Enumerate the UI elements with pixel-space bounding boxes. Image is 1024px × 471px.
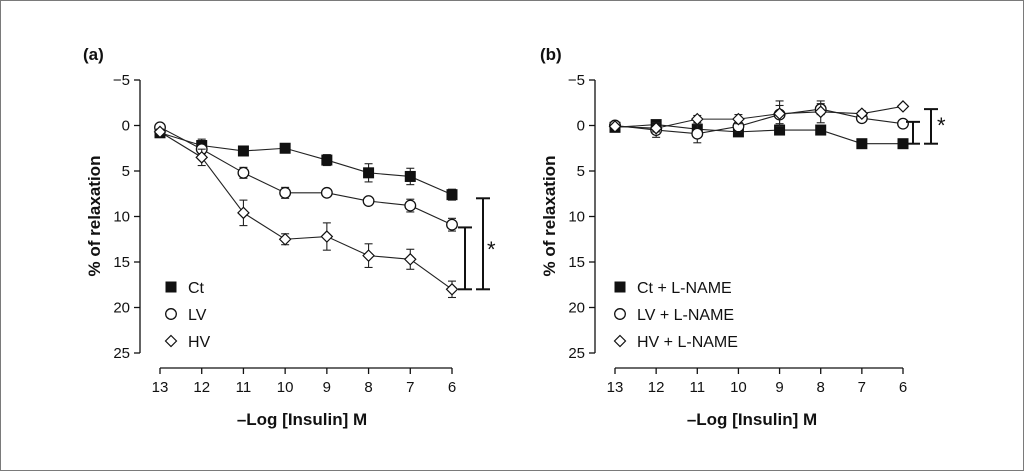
series-2	[608, 100, 910, 135]
data-point	[815, 124, 827, 136]
data-point	[446, 218, 458, 231]
data-point	[195, 151, 209, 164]
series-2	[153, 125, 459, 299]
x-tick-label: 8	[364, 379, 372, 396]
y-tick-label: 0	[577, 118, 585, 135]
data-point	[690, 112, 704, 126]
series-line	[614, 108, 904, 135]
data-point	[691, 127, 704, 140]
series-1	[154, 121, 458, 232]
legend-label: Ct	[188, 280, 205, 297]
legend-marker	[613, 334, 627, 348]
panel-a: (a) −5 0 5 10 15 20 25 % of relaxation 13 12 11 10 9 8…	[83, 45, 496, 429]
y-tick-label: 5	[122, 163, 130, 180]
x-tick-label: 10	[730, 379, 747, 396]
y-tick-label: 0	[122, 118, 130, 135]
data-point	[279, 186, 292, 199]
y-tick-label: 20	[113, 300, 130, 317]
data-point	[362, 195, 375, 207]
x-tick-label: 12	[648, 379, 665, 396]
y-axis-title: % of relaxation	[540, 156, 559, 277]
data-point	[773, 107, 786, 121]
data-point	[855, 107, 869, 121]
panel-label: (b)	[540, 45, 562, 64]
x-tick-label: 12	[193, 379, 210, 396]
data-point	[153, 125, 167, 139]
data-point	[856, 138, 868, 150]
legend: Ct + L-NAME LV + L-NAME HV + L-NAME	[613, 280, 738, 351]
x-tick-label: 9	[775, 379, 783, 396]
x-tick-label: 13	[152, 379, 169, 396]
y-tick-label: 25	[113, 345, 130, 362]
panel-label: (a)	[83, 45, 104, 64]
x-tick-label: 7	[858, 379, 866, 396]
legend-label: HV	[188, 334, 211, 351]
y-axis-title: % of relaxation	[85, 156, 104, 277]
x-tick-label: 11	[236, 379, 252, 396]
data-point	[897, 117, 909, 130]
data-point	[279, 142, 291, 154]
legend-marker	[614, 308, 626, 320]
significance-star: *	[487, 237, 496, 262]
data-point	[278, 232, 292, 246]
data-point	[649, 121, 663, 135]
data-point	[321, 154, 333, 166]
data-point	[237, 145, 249, 157]
legend-marker	[165, 308, 177, 320]
data-point	[237, 166, 250, 179]
x-axis-title: –Log [Insulin] M	[237, 410, 367, 429]
x-tick-label: 10	[277, 379, 294, 396]
series-line	[159, 131, 453, 290]
legend-label: Ct + L-NAME	[637, 280, 732, 297]
series-0	[154, 127, 458, 201]
x-tick-label: 6	[899, 379, 907, 396]
data-point	[320, 230, 334, 243]
data-point	[445, 282, 459, 296]
y-tick-label: 15	[113, 254, 130, 271]
y-tick-label: −5	[568, 72, 585, 89]
y-tick-label: −5	[113, 72, 130, 89]
y-tick-label: 10	[113, 209, 130, 226]
legend: Ct LV HV	[164, 280, 211, 351]
y-tick-label: 25	[568, 345, 585, 362]
data-point	[362, 249, 375, 262]
legend-label: LV + L-NAME	[637, 307, 734, 324]
data-point	[446, 189, 458, 201]
data-point	[403, 252, 417, 266]
data-point	[608, 120, 622, 133]
x-tick-label: 11	[689, 379, 705, 396]
y-tick-label: 20	[568, 300, 585, 317]
data-point	[814, 105, 828, 119]
data-point	[320, 186, 333, 199]
x-axis-title: –Log [Insulin] M	[687, 410, 817, 429]
x-tick-label: 6	[448, 379, 456, 396]
legend-marker	[164, 334, 178, 348]
series-line	[614, 124, 903, 145]
y-tick-label: 15	[568, 254, 585, 271]
y-tick-label: 5	[577, 163, 585, 180]
significance-star: *	[937, 113, 946, 138]
data-point	[237, 206, 250, 220]
y-tick-label: 10	[568, 209, 585, 226]
series-line	[159, 132, 453, 196]
x-tick-label: 9	[323, 379, 331, 396]
legend-marker	[614, 281, 626, 293]
series-line	[159, 126, 453, 226]
x-tick-label: 8	[817, 379, 825, 396]
data-point	[404, 170, 416, 182]
data-point	[404, 199, 417, 212]
data-point	[732, 112, 745, 126]
legend-marker	[165, 281, 177, 293]
panel-b: (b) −5 0 5 10 15 20 25 % of relaxation 13 12 11 10 9 8…	[540, 45, 946, 429]
data-point	[896, 100, 910, 113]
legend-label: LV	[188, 307, 207, 324]
data-point	[363, 167, 375, 179]
x-tick-label: 7	[406, 379, 414, 396]
legend-label: HV + L-NAME	[637, 334, 738, 351]
x-tick-label: 13	[607, 379, 624, 396]
series-line	[614, 105, 904, 129]
